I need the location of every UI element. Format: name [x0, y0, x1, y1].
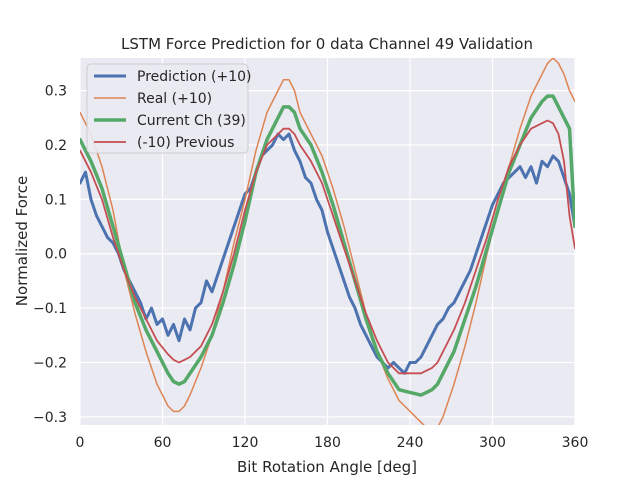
y-tick-label: −0.3 — [33, 410, 67, 426]
legend-label-3: (-10) Previous — [137, 135, 234, 151]
x-tick-label: 240 — [397, 435, 424, 451]
y-tick-label: 0.2 — [45, 138, 67, 154]
legend-label-2: Current Ch (39) — [137, 113, 246, 129]
chart-title: LSTM Force Prediction for 0 data Channel… — [121, 35, 533, 53]
x-tick-label: 0 — [76, 435, 85, 451]
legend: Prediction (+10) Real (+10) Current Ch (39… — [87, 64, 251, 153]
x-tick-label: 300 — [479, 435, 506, 451]
x-axis-label: Bit Rotation Angle [deg] — [237, 458, 417, 476]
x-tick-label: 120 — [232, 435, 259, 451]
legend-label-1: Real (+10) — [137, 91, 212, 107]
legend-label-0: Prediction (+10) — [137, 69, 251, 85]
x-tick-label: 180 — [314, 435, 341, 451]
x-tick-label: 360 — [562, 435, 589, 451]
y-tick-label: −0.2 — [33, 355, 67, 371]
y-axis-label: Normalized Force — [13, 176, 31, 306]
y-tick-label: 0.1 — [45, 192, 67, 208]
y-tick-label: 0.0 — [45, 247, 67, 263]
y-tick-label: −0.1 — [33, 301, 67, 317]
y-tick-label: 0.3 — [45, 84, 67, 100]
x-tick-label: 60 — [154, 435, 172, 451]
